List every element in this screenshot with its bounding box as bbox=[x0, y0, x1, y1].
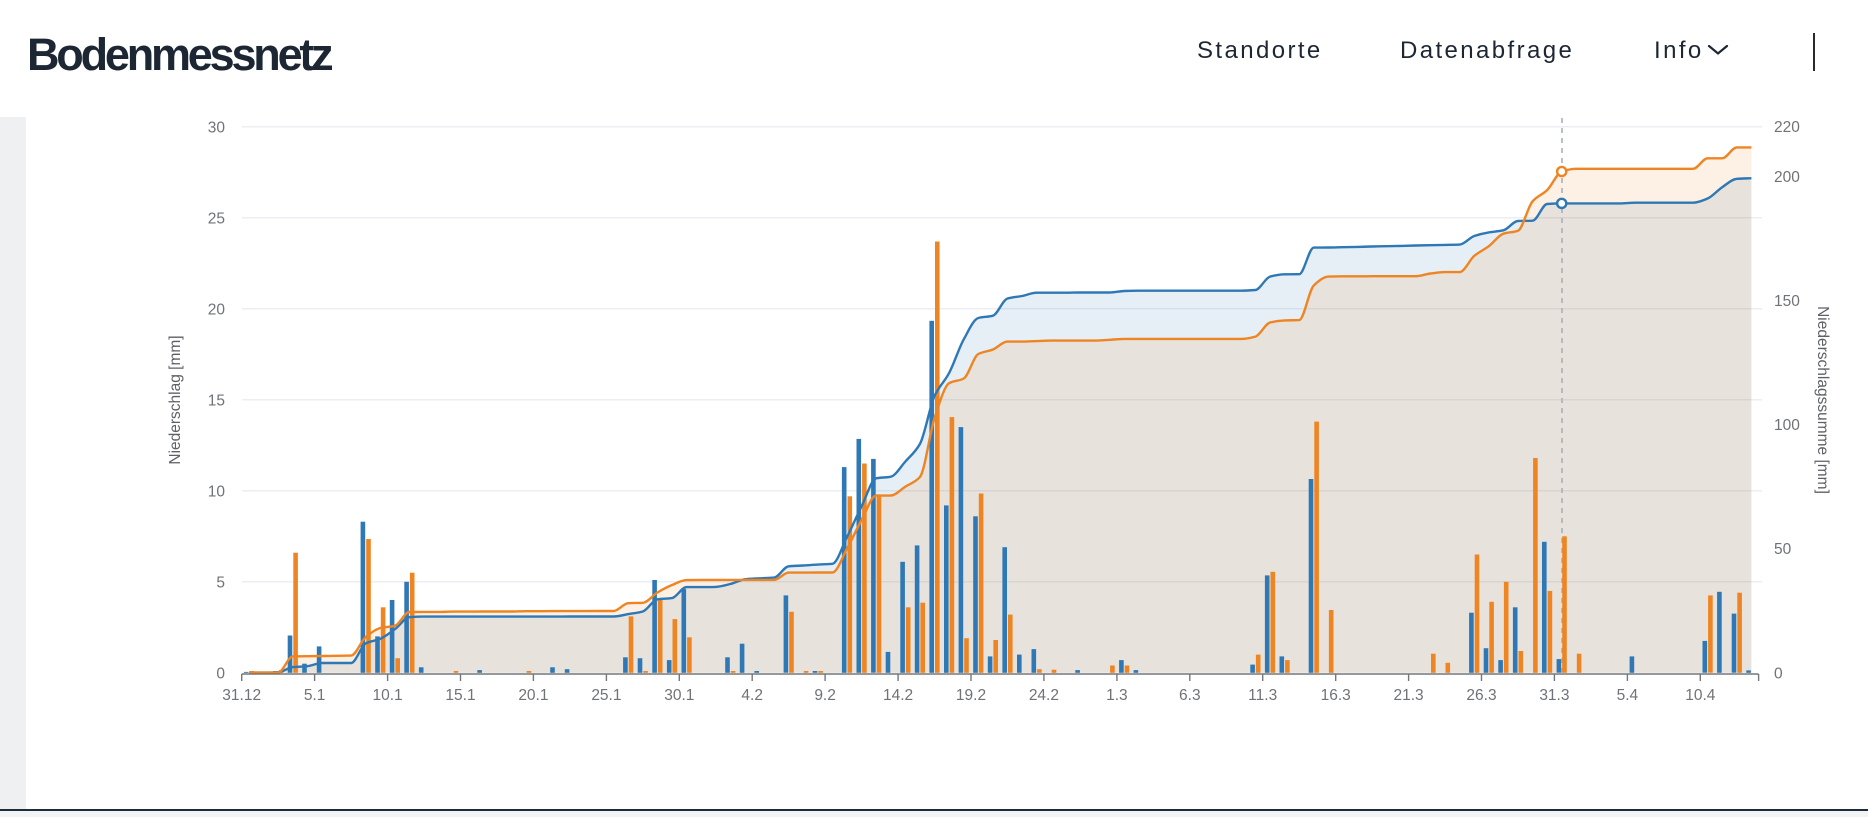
svg-text:200: 200 bbox=[1774, 169, 1800, 186]
svg-text:220: 220 bbox=[1774, 119, 1800, 136]
svg-text:21.3: 21.3 bbox=[1394, 687, 1424, 704]
svg-text:16.3: 16.3 bbox=[1321, 687, 1351, 704]
svg-text:30.1: 30.1 bbox=[664, 687, 694, 704]
svg-text:10.1: 10.1 bbox=[373, 687, 403, 704]
svg-text:11.3: 11.3 bbox=[1248, 687, 1277, 704]
svg-text:150: 150 bbox=[1774, 293, 1800, 310]
svg-text:31.12: 31.12 bbox=[222, 687, 261, 704]
svg-text:30: 30 bbox=[208, 119, 226, 136]
svg-text:50: 50 bbox=[1774, 541, 1792, 558]
svg-text:6.3: 6.3 bbox=[1179, 687, 1201, 704]
svg-text:10: 10 bbox=[208, 483, 226, 500]
svg-text:15.1: 15.1 bbox=[445, 687, 475, 704]
svg-text:5.1: 5.1 bbox=[304, 687, 326, 704]
svg-text:1.3: 1.3 bbox=[1106, 687, 1128, 704]
svg-text:10.4: 10.4 bbox=[1685, 687, 1716, 704]
svg-text:4.2: 4.2 bbox=[741, 687, 763, 704]
svg-text:5: 5 bbox=[216, 574, 225, 591]
svg-text:25: 25 bbox=[208, 210, 225, 227]
svg-text:25.1: 25.1 bbox=[591, 687, 621, 704]
svg-text:14.2: 14.2 bbox=[883, 687, 913, 704]
svg-text:20: 20 bbox=[208, 301, 226, 318]
svg-text:5.4: 5.4 bbox=[1617, 687, 1639, 704]
svg-text:0: 0 bbox=[1774, 665, 1783, 682]
svg-text:26.3: 26.3 bbox=[1466, 687, 1496, 704]
svg-text:31.3: 31.3 bbox=[1539, 687, 1569, 704]
svg-text:9.2: 9.2 bbox=[814, 687, 836, 704]
svg-text:0: 0 bbox=[216, 665, 225, 682]
svg-text:Niederschlagssumme [mm]: Niederschlagssumme [mm] bbox=[1814, 306, 1831, 494]
svg-text:20.1: 20.1 bbox=[518, 687, 548, 704]
svg-text:19.2: 19.2 bbox=[956, 687, 986, 704]
svg-text:24.2: 24.2 bbox=[1029, 687, 1059, 704]
svg-text:Niederschlag [mm]: Niederschlag [mm] bbox=[167, 335, 184, 464]
svg-text:15: 15 bbox=[208, 392, 225, 409]
svg-text:100: 100 bbox=[1774, 417, 1800, 434]
